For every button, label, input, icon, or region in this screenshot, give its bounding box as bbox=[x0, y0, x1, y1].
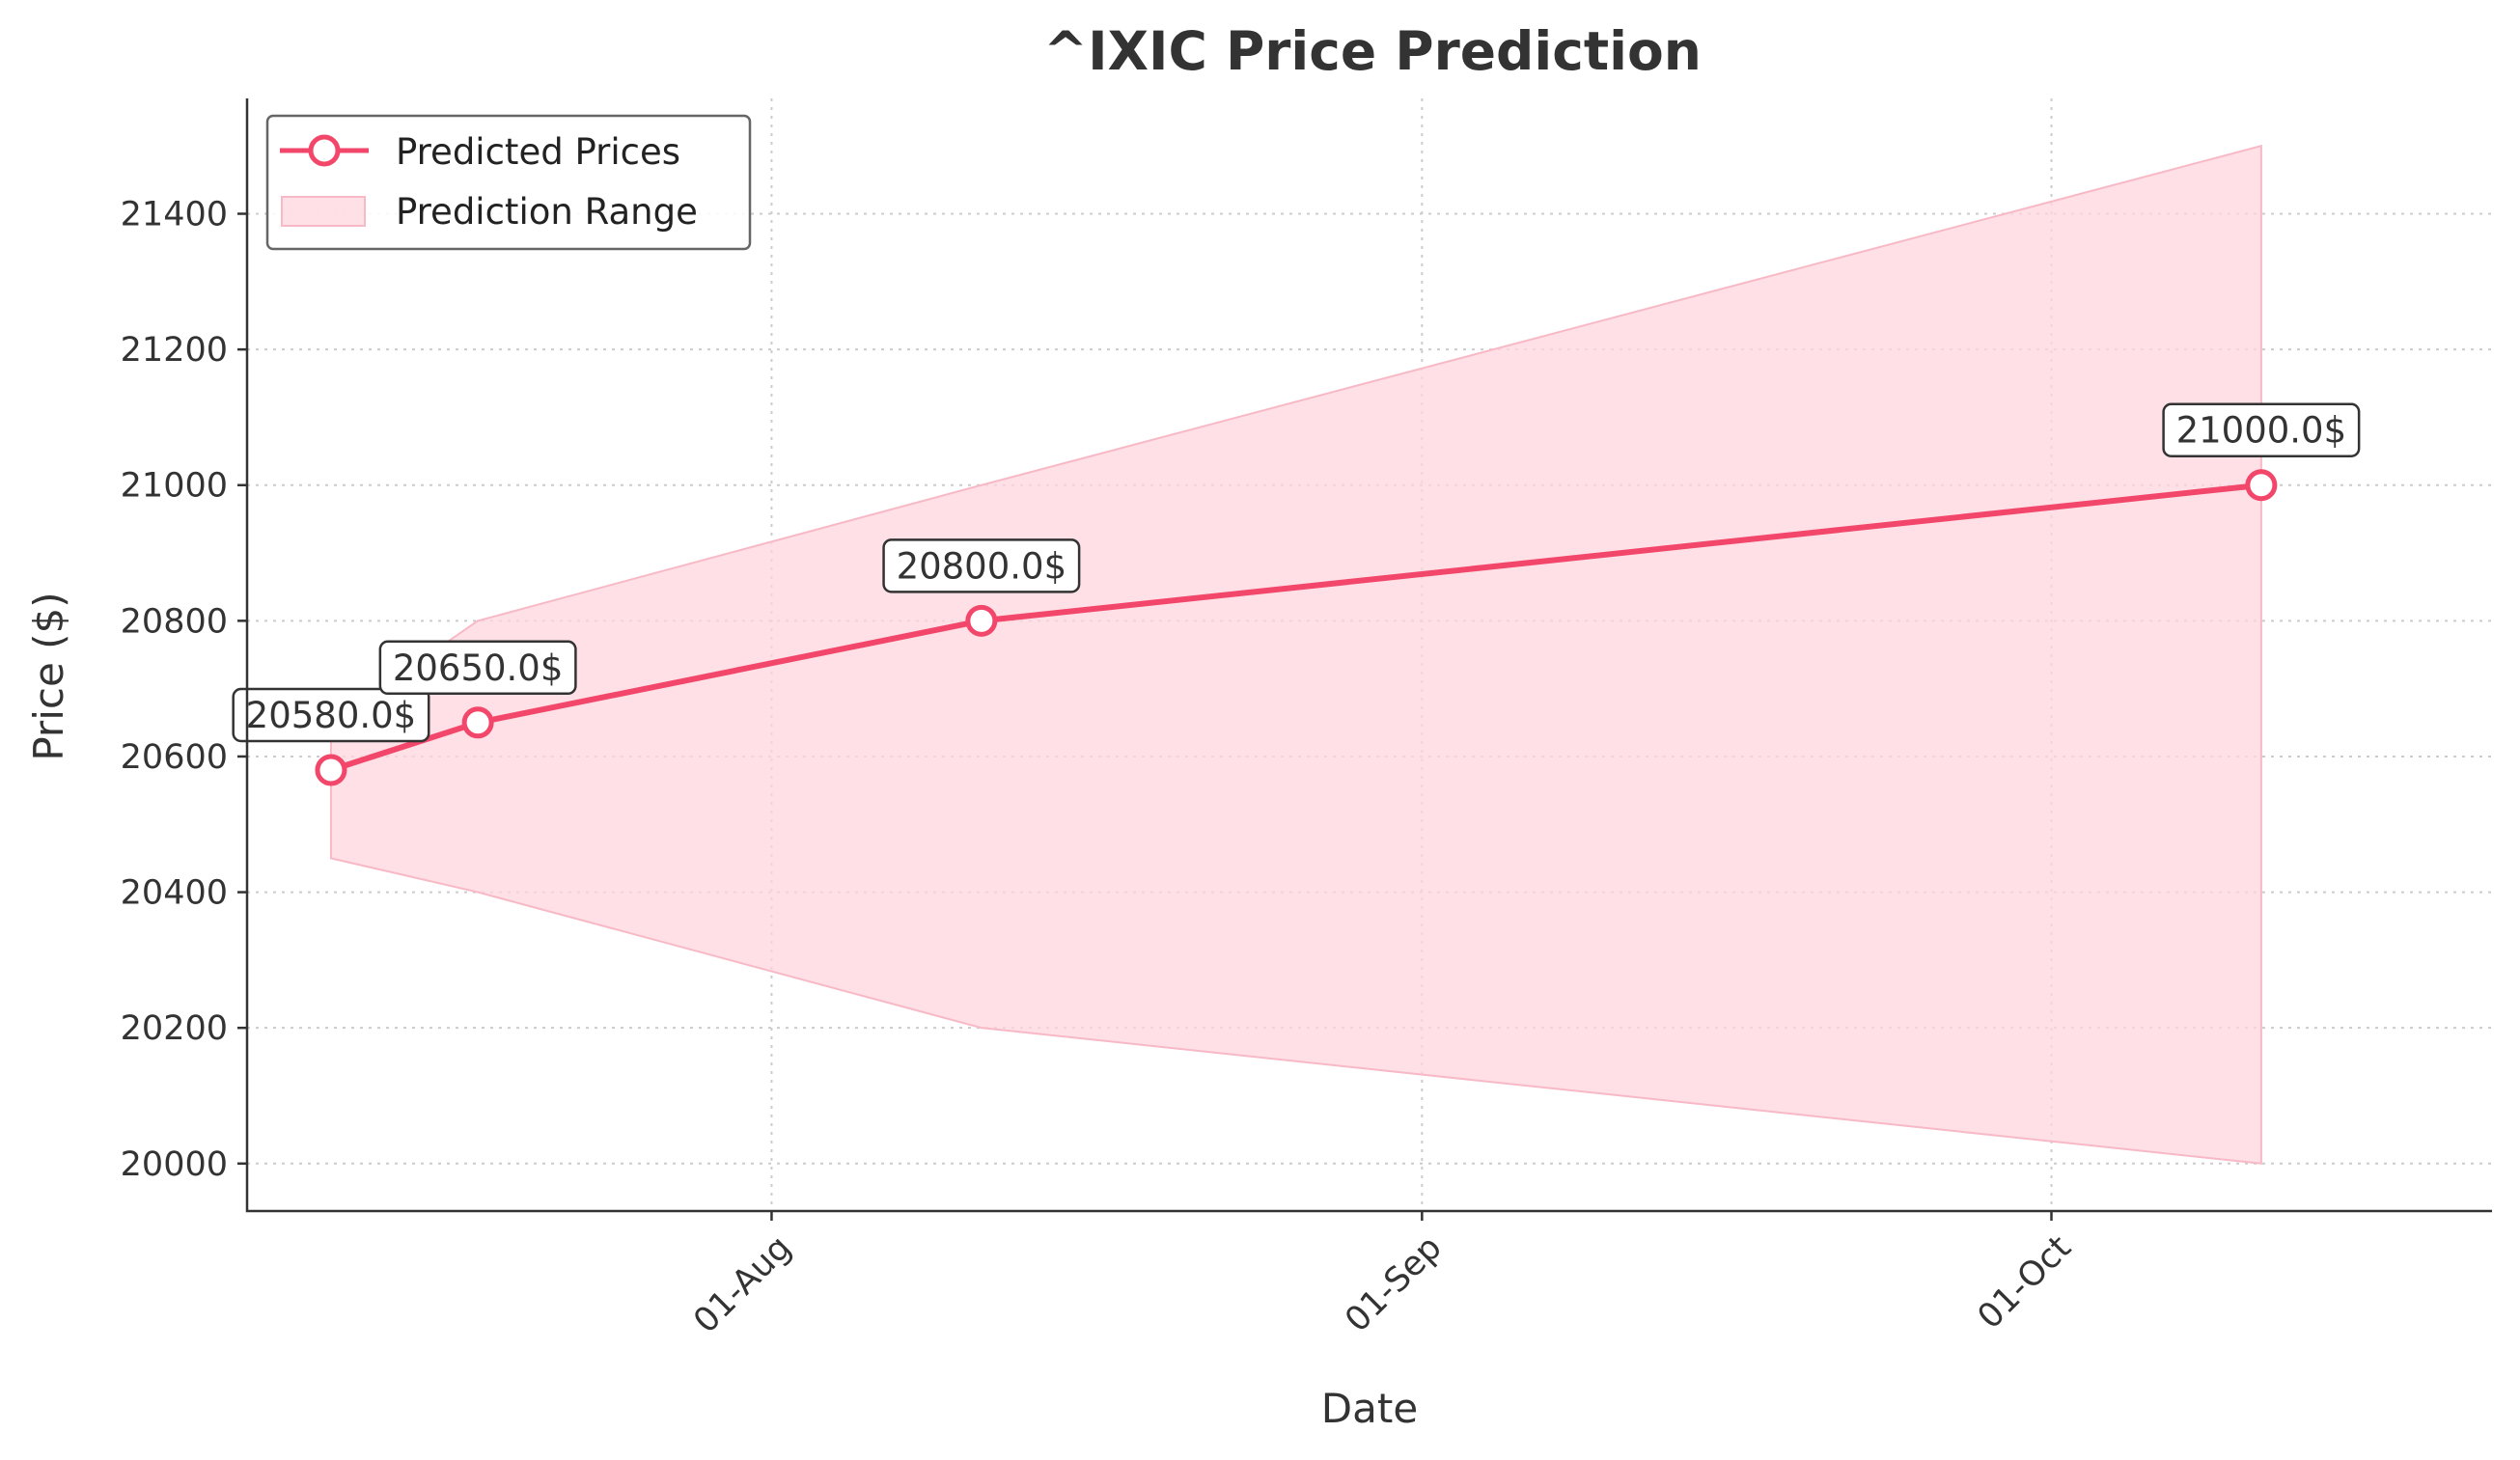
annotation-box bbox=[378, 640, 577, 696]
legend: Predicted Prices Prediction Range bbox=[265, 114, 752, 251]
legend-box bbox=[265, 114, 752, 251]
price-point-marker bbox=[965, 604, 998, 637]
price-point-marker bbox=[2245, 469, 2278, 502]
y-tick-label: 20400 bbox=[121, 874, 228, 913]
annotation-label: 20800.0$ bbox=[897, 545, 1067, 587]
prediction-range-area bbox=[329, 144, 2262, 1165]
y-tick-label: 20200 bbox=[121, 1009, 228, 1048]
predicted-price-markers bbox=[315, 469, 2278, 786]
y-axis-ticks: 20000 20200 20400 20600 20800 21000 21200 21400 bbox=[121, 196, 247, 1184]
price-annotations: 20580.0$ 20650.0$ 20800.0$ 21000.0$ bbox=[232, 402, 2361, 743]
price-annotation: 20580.0$ bbox=[232, 687, 430, 743]
price-point-marker bbox=[461, 706, 494, 739]
y-axis-label: Price ($) bbox=[25, 592, 72, 760]
y-tick-label: 21400 bbox=[121, 196, 228, 234]
chart-title: ^IXIC Price Prediction bbox=[1043, 20, 1702, 82]
price-annotation: 21000.0$ bbox=[2162, 402, 2361, 457]
y-tick-label: 21000 bbox=[121, 467, 228, 506]
annotation-label: 20580.0$ bbox=[246, 695, 417, 736]
y-tick-label: 20600 bbox=[121, 738, 228, 777]
annotation-label: 20650.0$ bbox=[393, 647, 564, 689]
y-tick-label: 20800 bbox=[121, 602, 228, 641]
annotation-box bbox=[882, 538, 1081, 593]
price-annotation: 20650.0$ bbox=[378, 640, 577, 696]
predicted-prices-path bbox=[330, 482, 2262, 773]
legend-label-prediction-range: Prediction Range bbox=[396, 191, 698, 233]
annotation-box bbox=[232, 687, 430, 743]
price-point-marker bbox=[315, 754, 347, 786]
predicted-prices-line bbox=[330, 482, 2262, 773]
y-tick-label: 21200 bbox=[121, 331, 228, 370]
prediction-range-band bbox=[329, 144, 2262, 1165]
legend-label-predicted-prices: Predicted Prices bbox=[396, 131, 680, 173]
y-tick-label: 20000 bbox=[121, 1145, 228, 1184]
x-axis-label: Date bbox=[1321, 1385, 1418, 1432]
axis-spines bbox=[245, 98, 2492, 1213]
annotation-box bbox=[2162, 402, 2361, 457]
annotation-label: 21000.0$ bbox=[2176, 410, 2347, 452]
legend-area-swatch bbox=[281, 196, 366, 227]
price-annotation: 20800.0$ bbox=[882, 538, 1081, 593]
legend-marker-swatch bbox=[308, 134, 341, 167]
